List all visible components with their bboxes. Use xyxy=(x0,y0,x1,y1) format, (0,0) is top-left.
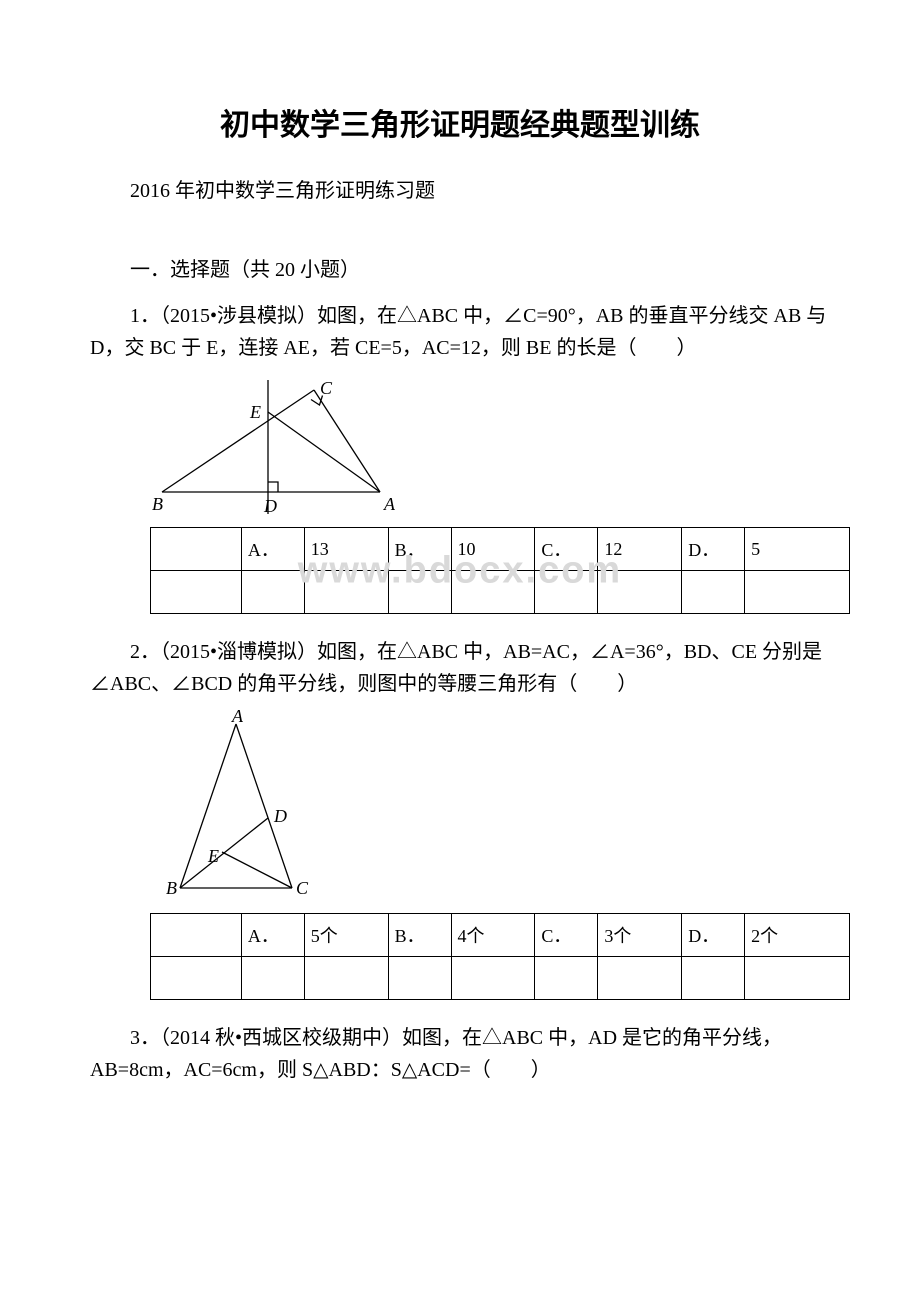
answer-cell-empty xyxy=(598,957,682,1000)
answer-cell-empty xyxy=(535,571,598,614)
answer-cell: C． xyxy=(535,528,598,571)
svg-text:A: A xyxy=(383,494,396,514)
answer-cell: 5 xyxy=(745,528,850,571)
answer-cell: 4个 xyxy=(451,914,535,957)
answer-cell: B． xyxy=(388,914,451,957)
answer-cell: B． xyxy=(388,528,451,571)
answer-cell: 12 xyxy=(598,528,682,571)
answer-cell: 10 xyxy=(451,528,535,571)
answer-cell-empty xyxy=(451,957,535,1000)
answer-cell-empty xyxy=(241,571,304,614)
answer-cell xyxy=(151,528,242,571)
answer-cell-empty xyxy=(388,957,451,1000)
answer-cell-empty xyxy=(304,957,388,1000)
section-heading: 一．选择题（共 20 小题） xyxy=(90,253,830,282)
svg-text:B: B xyxy=(166,878,177,898)
svg-text:D: D xyxy=(273,806,287,826)
answer-cell-empty xyxy=(151,571,242,614)
answer-cell: 5个 xyxy=(304,914,388,957)
svg-text:A: A xyxy=(231,710,244,726)
answer-cell-empty xyxy=(304,571,388,614)
svg-text:C: C xyxy=(320,378,333,398)
question-1-text: 1．（2015•涉县模拟）如图，在△ABC 中，∠C=90°，AB 的垂直平分线… xyxy=(90,300,830,364)
answer-cell-empty xyxy=(241,957,304,1000)
answer-cell: C． xyxy=(535,914,598,957)
question-1-figure: C E B A D xyxy=(150,374,830,519)
answer-cell-empty xyxy=(682,571,745,614)
question-2-text: 2．（2015•淄博模拟）如图，在△ABC 中，AB=AC，∠A=36°，BD、… xyxy=(90,636,830,700)
answer-cell-empty xyxy=(682,957,745,1000)
answer-cell: 2个 xyxy=(745,914,850,957)
answer-cell: 13 xyxy=(304,528,388,571)
question-2-answers: A．5个B．4个C．3个D．2个 xyxy=(150,913,850,1000)
answer-cell-empty xyxy=(598,571,682,614)
svg-text:B: B xyxy=(152,494,163,514)
question-1-answers: A．13B．10C．12D．5 xyxy=(150,527,850,614)
subtitle: 2016 年初中数学三角形证明练习题 xyxy=(90,174,830,203)
answer-cell-empty xyxy=(745,957,850,1000)
answer-cell-empty xyxy=(388,571,451,614)
question-2-figure: A B C D E xyxy=(150,710,830,905)
answer-cell: D． xyxy=(682,914,745,957)
answer-cell-empty xyxy=(451,571,535,614)
svg-text:D: D xyxy=(263,496,277,514)
answer-cell: 3个 xyxy=(598,914,682,957)
answer-cell-empty xyxy=(745,571,850,614)
answer-cell: D． xyxy=(682,528,745,571)
page-title: 初中数学三角形证明题经典题型训练 xyxy=(90,100,830,144)
answer-cell-empty xyxy=(535,957,598,1000)
svg-text:E: E xyxy=(207,846,219,866)
answer-cell xyxy=(151,914,242,957)
answer-cell-empty xyxy=(151,957,242,1000)
answer-cell: A． xyxy=(241,528,304,571)
svg-text:C: C xyxy=(296,878,309,898)
answer-cell: A． xyxy=(241,914,304,957)
question-3-text: 3．（2014 秋•西城区校级期中）如图，在△ABC 中，AD 是它的角平分线，… xyxy=(90,1022,830,1086)
svg-text:E: E xyxy=(249,402,261,422)
